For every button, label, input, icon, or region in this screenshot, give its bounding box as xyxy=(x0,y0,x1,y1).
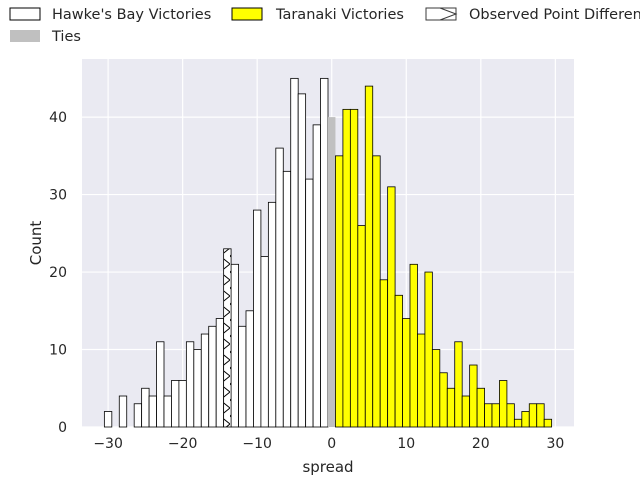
bar-taranaki xyxy=(521,411,530,428)
x-tick-label: 10 xyxy=(397,436,415,452)
bar-hawkes-bay xyxy=(118,395,128,428)
bar-taranaki xyxy=(513,418,523,428)
x-tick-label: −20 xyxy=(168,436,198,452)
bar-hawkes-bay xyxy=(208,325,217,428)
x-tick-label: 30 xyxy=(546,436,564,452)
x-tick-label: −30 xyxy=(93,436,123,452)
y-axis-label: Count xyxy=(27,221,45,266)
bar-taranaki xyxy=(431,349,441,428)
legend-label-hawkes-bay: Hawke's Bay Victories xyxy=(52,7,211,23)
bar-hawkes-bay xyxy=(312,124,321,428)
bar-taranaki xyxy=(357,225,366,428)
bar-taranaki xyxy=(543,418,553,428)
bar-taranaki xyxy=(379,279,389,428)
y-tick-label: 20 xyxy=(49,265,67,281)
bar-taranaki xyxy=(409,263,418,428)
bar-hawkes-bay xyxy=(267,201,277,428)
bar-taranaki xyxy=(335,155,344,428)
legend-label-observed: Observed Point Difference xyxy=(469,7,640,23)
x-tick-label: 0 xyxy=(327,436,336,452)
bar-hawkes-bay xyxy=(320,77,329,428)
bar-hawkes-bay xyxy=(156,341,165,428)
bar-taranaki xyxy=(484,403,493,428)
legend: Hawke's Bay Victories Taranaki Victories… xyxy=(9,7,640,45)
legend-label-ties: Ties xyxy=(51,29,81,45)
bar-hawkes-bay xyxy=(185,341,195,428)
bar-taranaki xyxy=(454,341,463,428)
bar-hawkes-bay xyxy=(260,256,269,428)
bar-taranaki xyxy=(476,387,485,428)
bar-hawkes-bay xyxy=(141,387,150,428)
bar-hawkes-bay xyxy=(297,93,307,428)
y-tick-label: 40 xyxy=(49,110,67,126)
bar-hawkes-bay xyxy=(148,395,157,428)
legend-label-taranaki: Taranaki Victories xyxy=(275,7,404,23)
bar-hawkes-bay xyxy=(290,77,299,428)
y-tick-label: 10 xyxy=(49,343,67,359)
bar-taranaki xyxy=(402,318,411,428)
bar-taranaki xyxy=(499,380,508,428)
bar-observed xyxy=(223,248,232,428)
bar-taranaki xyxy=(491,403,500,428)
x-axis-label: spread xyxy=(302,458,353,476)
legend-swatch-observed xyxy=(425,7,458,21)
bar-taranaki xyxy=(439,372,448,428)
bar-hawkes-bay xyxy=(200,333,210,428)
bar-taranaki xyxy=(461,395,471,428)
bar-hawkes-bay xyxy=(215,318,225,428)
bar-hawkes-bay xyxy=(275,147,284,428)
legend-swatch-ties xyxy=(10,30,40,42)
bar-taranaki xyxy=(364,85,374,428)
bar-hawkes-bay xyxy=(178,380,187,428)
bar-hawkes-bay xyxy=(193,349,202,428)
bar-taranaki xyxy=(372,155,381,428)
bar-hawkes-bay xyxy=(171,380,180,428)
legend-swatch-taranaki xyxy=(231,7,263,21)
bar-hawkes-bay xyxy=(282,170,292,428)
bar-hawkes-bay xyxy=(230,263,239,428)
bar-tie xyxy=(328,117,336,428)
bar-hawkes-bay xyxy=(305,178,314,428)
bar-hawkes-bay xyxy=(163,395,172,428)
bar-taranaki xyxy=(469,364,478,428)
bar-taranaki xyxy=(506,403,515,428)
bar-taranaki xyxy=(387,186,396,428)
x-tick-label: 20 xyxy=(472,436,490,452)
y-tick-label: 30 xyxy=(49,188,67,204)
bar-taranaki xyxy=(424,271,433,428)
bar-hawkes-bay xyxy=(245,310,254,428)
y-tick-label: 0 xyxy=(58,420,67,436)
bar-hawkes-bay xyxy=(103,411,113,428)
tick-labels: −30 −20 −10 0 10 20 30 0 10 20 30 40 xyxy=(49,110,564,452)
legend-swatch-hawkes-bay xyxy=(9,7,41,21)
bar-taranaki xyxy=(536,403,545,428)
bar-taranaki xyxy=(349,108,359,428)
bar-hawkes-bay xyxy=(133,403,143,428)
x-tick-label: −10 xyxy=(242,436,272,452)
bar-taranaki xyxy=(342,108,351,428)
bar-taranaki xyxy=(394,294,403,428)
bar-taranaki xyxy=(528,403,538,428)
histogram-bars xyxy=(103,77,553,428)
bar-taranaki xyxy=(446,387,456,428)
bar-hawkes-bay xyxy=(253,209,262,428)
bar-taranaki xyxy=(417,333,426,428)
bar-hawkes-bay xyxy=(238,325,247,428)
